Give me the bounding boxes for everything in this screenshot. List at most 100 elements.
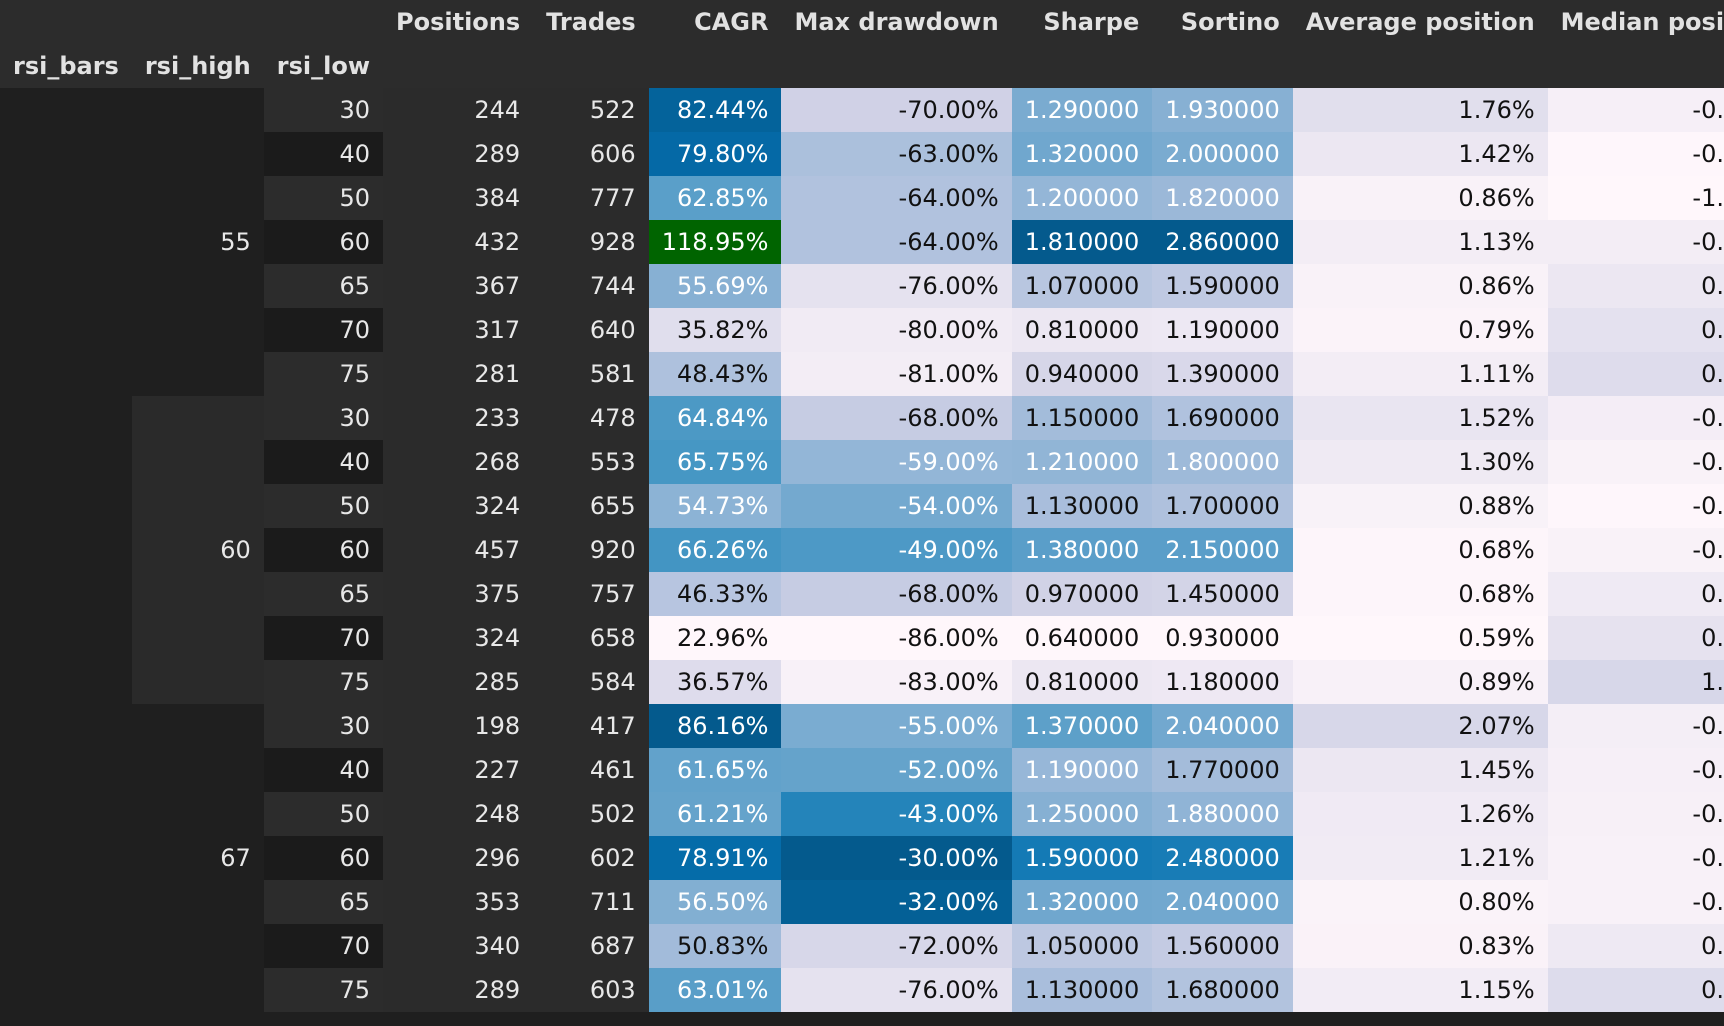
cell-median-position[interactable]: -0.62% [1547, 528, 1724, 572]
cell-average-position[interactable]: 0.86% [1292, 264, 1548, 308]
cell-trades[interactable]: 522 [533, 88, 649, 132]
cell-trades[interactable]: 687 [533, 924, 649, 968]
cell-positions[interactable]: 227 [383, 748, 534, 792]
cell-trades[interactable]: 502 [533, 792, 649, 836]
cell-median-position[interactable]: -0.28% [1547, 396, 1724, 440]
index-header[interactable]: rsi_bars [0, 44, 132, 88]
cell-cagr[interactable]: 78.91% [648, 836, 782, 880]
cell-sortino[interactable]: 1.800000 [1152, 440, 1293, 484]
cell-max-drawdown[interactable]: -81.00% [781, 352, 1012, 396]
cell-max-drawdown[interactable]: -30.00% [781, 836, 1012, 880]
cell-sharpe[interactable]: 1.290000 [1011, 88, 1153, 132]
cell-max-drawdown[interactable]: -68.00% [781, 396, 1012, 440]
cell-sharpe[interactable]: 0.970000 [1011, 572, 1153, 616]
col-header[interactable]: Median position [1547, 0, 1724, 44]
cell-median-position[interactable]: -0.26% [1547, 220, 1724, 264]
cell-cagr[interactable]: 54.73% [648, 484, 782, 528]
col-header[interactable]: Sortino [1152, 0, 1293, 44]
cell-max-drawdown[interactable]: -76.00% [781, 968, 1012, 1012]
cell-cagr[interactable]: 61.21% [648, 792, 782, 836]
cell-positions[interactable]: 384 [383, 176, 534, 220]
cell-sharpe[interactable]: 1.320000 [1011, 132, 1153, 176]
cell-trades[interactable]: 603 [533, 968, 649, 1012]
cell-sortino[interactable]: 2.000000 [1152, 132, 1293, 176]
cell-max-drawdown[interactable]: -72.00% [781, 924, 1012, 968]
cell-average-position[interactable]: 1.45% [1292, 748, 1548, 792]
cell-max-drawdown[interactable]: -54.00% [781, 484, 1012, 528]
cell-cagr[interactable]: 56.50% [648, 880, 782, 924]
cell-positions[interactable]: 367 [383, 264, 534, 308]
cell-max-drawdown[interactable]: -80.00% [781, 308, 1012, 352]
cell-positions[interactable]: 457 [383, 528, 534, 572]
cell-trades[interactable]: 757 [533, 572, 649, 616]
cell-sharpe[interactable]: 1.250000 [1011, 792, 1153, 836]
cell-sharpe[interactable]: 1.590000 [1011, 836, 1153, 880]
cell-average-position[interactable]: 0.68% [1292, 528, 1548, 572]
cell-sharpe[interactable]: 1.190000 [1011, 748, 1153, 792]
col-header[interactable]: Sharpe [1011, 0, 1153, 44]
cell-max-drawdown[interactable]: -64.00% [781, 220, 1012, 264]
cell-average-position[interactable]: 0.89% [1292, 660, 1548, 704]
cell-median-position[interactable]: 0.23% [1547, 264, 1724, 308]
cell-median-position[interactable]: -0.58% [1547, 836, 1724, 880]
cell-trades[interactable]: 606 [533, 132, 649, 176]
cell-sortino[interactable]: 1.820000 [1152, 176, 1293, 220]
cell-trades[interactable]: 658 [533, 616, 649, 660]
cell-cagr[interactable]: 35.82% [648, 308, 782, 352]
cell-max-drawdown[interactable]: -55.00% [781, 704, 1012, 748]
cell-max-drawdown[interactable]: -63.00% [781, 132, 1012, 176]
cell-cagr[interactable]: 62.85% [648, 176, 782, 220]
cell-sharpe[interactable]: 0.810000 [1011, 308, 1153, 352]
cell-max-drawdown[interactable]: -59.00% [781, 440, 1012, 484]
cell-max-drawdown[interactable]: -64.00% [781, 176, 1012, 220]
col-header[interactable]: Positions [383, 0, 534, 44]
cell-positions[interactable]: 296 [383, 836, 534, 880]
cell-median-position[interactable]: 0.01% [1547, 572, 1724, 616]
cell-positions[interactable]: 248 [383, 792, 534, 836]
cell-cagr[interactable]: 46.33% [648, 572, 782, 616]
col-header[interactable]: Average position [1292, 0, 1548, 44]
cell-sortino[interactable]: 1.770000 [1152, 748, 1293, 792]
cell-cagr[interactable]: 55.69% [648, 264, 782, 308]
cell-average-position[interactable]: 0.59% [1292, 616, 1548, 660]
cell-sortino[interactable]: 2.040000 [1152, 704, 1293, 748]
cell-sharpe[interactable]: 1.150000 [1011, 396, 1153, 440]
cell-trades[interactable]: 711 [533, 880, 649, 924]
cell-cagr[interactable]: 65.75% [648, 440, 782, 484]
cell-max-drawdown[interactable]: -70.00% [781, 88, 1012, 132]
cell-cagr[interactable]: 22.96% [648, 616, 782, 660]
cell-sharpe[interactable]: 1.210000 [1011, 440, 1153, 484]
cell-average-position[interactable]: 0.80% [1292, 880, 1548, 924]
cell-median-position[interactable]: 0.09% [1547, 924, 1724, 968]
cell-positions[interactable]: 353 [383, 880, 534, 924]
cell-trades[interactable]: 584 [533, 660, 649, 704]
cell-cagr[interactable]: 61.65% [648, 748, 782, 792]
cell-sharpe[interactable]: 0.640000 [1011, 616, 1153, 660]
cell-max-drawdown[interactable]: -43.00% [781, 792, 1012, 836]
cell-sharpe[interactable]: 1.370000 [1011, 704, 1153, 748]
cell-sharpe[interactable]: 1.200000 [1011, 176, 1153, 220]
cell-positions[interactable]: 375 [383, 572, 534, 616]
cell-positions[interactable]: 198 [383, 704, 534, 748]
cell-average-position[interactable]: 1.21% [1292, 836, 1548, 880]
cell-sharpe[interactable]: 1.380000 [1011, 528, 1153, 572]
cell-median-position[interactable]: -0.97% [1547, 484, 1724, 528]
cell-sortino[interactable]: 1.560000 [1152, 924, 1293, 968]
cell-positions[interactable]: 289 [383, 132, 534, 176]
cell-trades[interactable]: 640 [533, 308, 649, 352]
cell-sortino[interactable]: 1.680000 [1152, 968, 1293, 1012]
cell-sortino[interactable]: 1.700000 [1152, 484, 1293, 528]
cell-average-position[interactable]: 1.42% [1292, 132, 1548, 176]
cell-positions[interactable]: 317 [383, 308, 534, 352]
cell-positions[interactable]: 285 [383, 660, 534, 704]
cell-sortino[interactable]: 1.930000 [1152, 88, 1293, 132]
cell-positions[interactable]: 244 [383, 88, 534, 132]
cell-sortino[interactable]: 1.450000 [1152, 572, 1293, 616]
cell-average-position[interactable]: 0.68% [1292, 572, 1548, 616]
cell-cagr[interactable]: 63.01% [648, 968, 782, 1012]
cell-positions[interactable]: 268 [383, 440, 534, 484]
cell-sortino[interactable]: 1.180000 [1152, 660, 1293, 704]
cell-max-drawdown[interactable]: -86.00% [781, 616, 1012, 660]
cell-sortino[interactable]: 2.040000 [1152, 880, 1293, 924]
cell-sharpe[interactable]: 1.810000 [1011, 220, 1153, 264]
